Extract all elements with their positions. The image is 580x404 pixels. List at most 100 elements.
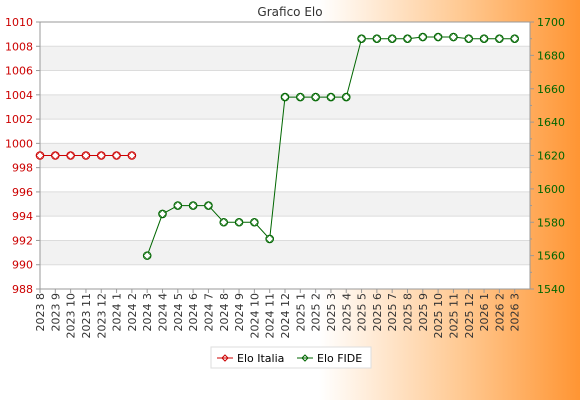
legend-label-fide: Elo FIDE xyxy=(317,352,362,365)
data-point xyxy=(112,151,121,160)
left-tick-label: 1004 xyxy=(5,89,33,102)
data-point xyxy=(173,201,183,210)
data-point-diamond xyxy=(250,217,259,227)
data-point xyxy=(341,92,351,102)
data-point-diamond xyxy=(96,151,106,160)
x-tick-label: 2024 6 xyxy=(187,293,200,332)
x-tick-label: 2025 5 xyxy=(356,293,369,332)
data-point-diamond xyxy=(510,34,519,43)
grid-band xyxy=(40,264,530,289)
right-tick-label: 1540 xyxy=(537,283,565,296)
left-tick-label: 992 xyxy=(12,234,33,247)
data-point xyxy=(219,217,229,227)
data-point xyxy=(96,151,106,160)
data-point-diamond xyxy=(265,234,274,244)
right-tick-label: 1620 xyxy=(537,150,565,163)
data-point-diamond xyxy=(51,151,60,160)
data-point-diamond xyxy=(112,151,121,160)
data-point-diamond xyxy=(142,251,152,260)
x-tick-label: 2025 10 xyxy=(432,293,445,339)
data-point-diamond xyxy=(81,151,91,160)
data-point-diamond xyxy=(433,32,443,42)
legend-box xyxy=(210,346,372,369)
legend-label-italia: Elo Italia xyxy=(237,352,284,365)
data-point xyxy=(433,32,443,42)
data-point xyxy=(142,251,152,260)
left-tick-label: 1006 xyxy=(5,65,33,78)
data-point-diamond xyxy=(158,209,167,219)
data-point xyxy=(510,34,519,43)
x-tick-label: 2025 1 xyxy=(294,293,307,332)
data-point-diamond xyxy=(387,34,397,43)
x-tick-label: 2025 12 xyxy=(463,293,476,339)
data-point xyxy=(311,92,320,102)
data-point-diamond xyxy=(66,151,75,160)
data-point-diamond xyxy=(403,34,412,43)
left-tick-label: 996 xyxy=(12,186,33,199)
grid-band xyxy=(40,191,530,217)
x-tick-label: 2024 10 xyxy=(248,293,261,339)
right-y-axis: 1700 1680 1660 1640 1620 1600 1580 1560 1540 xyxy=(530,16,565,296)
x-tick-label: 2025 7 xyxy=(386,293,399,332)
data-point-diamond xyxy=(449,32,458,42)
grid-band xyxy=(40,240,530,265)
data-point xyxy=(280,92,290,102)
x-tick-label: 2023 10 xyxy=(65,293,78,339)
data-point xyxy=(418,32,428,42)
x-tick-label: 2024 11 xyxy=(264,293,277,339)
data-point xyxy=(495,34,504,43)
data-point-diamond xyxy=(35,151,45,160)
data-point-diamond xyxy=(372,34,382,43)
data-point-diamond xyxy=(418,32,428,42)
data-point xyxy=(265,234,274,244)
x-tick-label: 2025 2 xyxy=(310,293,323,332)
right-tick-label: 1700 xyxy=(537,16,565,29)
x-tick-label: 2023 11 xyxy=(80,293,93,339)
left-tick-label: 1002 xyxy=(5,113,33,126)
right-tick-label: 1580 xyxy=(537,216,565,229)
x-tick-label: 2025 4 xyxy=(340,293,353,332)
grid-band xyxy=(40,216,530,241)
data-point-diamond xyxy=(280,92,290,102)
x-tick-label: 2026 1 xyxy=(478,293,491,332)
series-layer xyxy=(35,32,519,260)
data-point-diamond xyxy=(341,92,351,102)
x-tick-label: 2025 6 xyxy=(371,293,384,332)
x-tick-label: 2024 1 xyxy=(111,293,124,332)
grid-band xyxy=(40,167,530,192)
data-point-diamond xyxy=(296,92,305,102)
x-tick-label: 2024 12 xyxy=(279,293,292,339)
data-point xyxy=(326,92,336,102)
data-point-diamond xyxy=(219,217,229,227)
x-tick-label: 2025 8 xyxy=(402,293,415,332)
left-tick-label: 1000 xyxy=(5,137,33,150)
data-point xyxy=(35,151,45,160)
legend-marker-italia xyxy=(221,354,229,362)
right-tick-label: 1640 xyxy=(537,116,565,129)
x-tick-label: 2024 3 xyxy=(141,293,154,332)
data-point xyxy=(188,201,198,210)
legend-marker-fide xyxy=(301,354,309,362)
data-point xyxy=(464,34,474,43)
right-tick-label: 1680 xyxy=(537,49,565,62)
data-point xyxy=(403,34,412,43)
grid-band xyxy=(40,119,530,144)
x-tick-label: 2026 2 xyxy=(493,293,506,332)
data-point xyxy=(387,34,397,43)
data-point-diamond xyxy=(326,92,336,102)
left-tick-label: 1010 xyxy=(5,16,33,29)
x-tick-label: 2025 9 xyxy=(417,293,430,332)
data-point xyxy=(66,151,75,160)
chart-title: Grafico Elo xyxy=(257,5,322,19)
x-tick-label: 2023 9 xyxy=(49,293,62,332)
data-point xyxy=(296,92,305,102)
left-tick-label: 994 xyxy=(12,210,33,223)
data-point xyxy=(127,151,137,160)
x-tick-label: 2024 4 xyxy=(157,293,170,332)
x-tick-label: 2024 9 xyxy=(233,293,246,332)
grid-band xyxy=(40,46,530,71)
right-tick-label: 1600 xyxy=(537,183,565,196)
